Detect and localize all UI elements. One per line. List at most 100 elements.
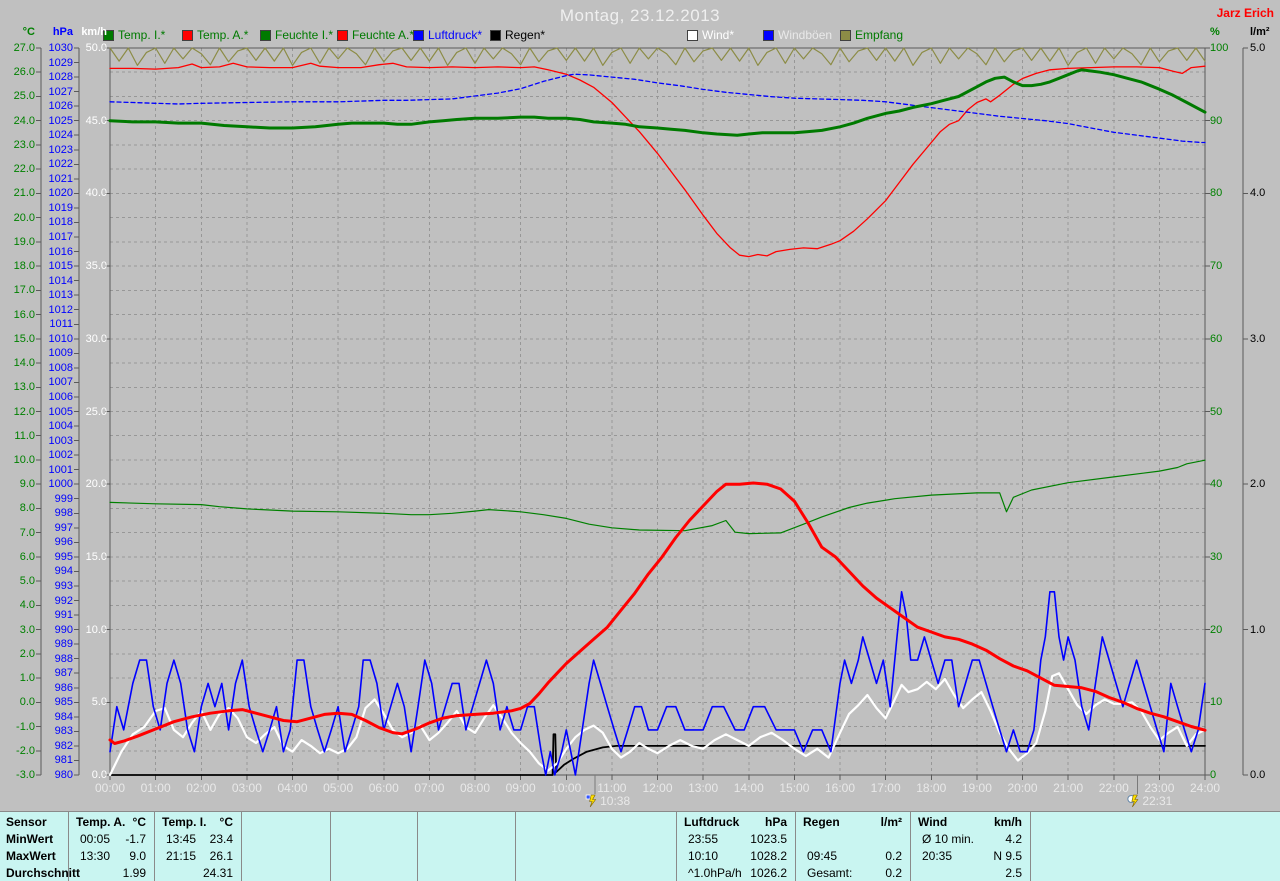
x-tick-label: 08:00: [459, 781, 491, 795]
col-header-unit: hPa: [764, 815, 787, 829]
legend-item-wind[interactable]: Wind*: [687, 28, 734, 42]
y-tick-kmh: 20.0: [85, 478, 107, 490]
luftdruck-swatch-icon: [413, 29, 424, 41]
table-value: 9.0: [129, 849, 146, 863]
y-tick-kmh: 40.0: [85, 187, 107, 199]
y-tick-hpa: 1005: [48, 406, 73, 418]
empfang-swatch-icon: [840, 29, 851, 41]
y-tick-c: 27.0: [13, 42, 35, 54]
y-tick-c: 0.0: [19, 696, 35, 708]
legend-label: Regen*: [505, 28, 546, 42]
y-tick-hpa: 1027: [48, 86, 73, 98]
x-tick-label: 01:00: [140, 781, 171, 795]
y-tick-c: 10.0: [13, 454, 35, 466]
y-tick-c: 9.0: [19, 478, 35, 490]
table-separator: [795, 812, 796, 881]
legend-item-empfang[interactable]: Empfang: [840, 28, 903, 42]
y-tick-kmh: 30.0: [85, 333, 107, 345]
table-separator: [1030, 812, 1031, 881]
y-tick-hpa: 1015: [48, 260, 73, 272]
y-tick-hpa: 1004: [48, 420, 73, 432]
windboeen-swatch-icon: [763, 29, 774, 41]
x-tick-label: 19:00: [961, 781, 992, 795]
y-tick-pct: 100: [1210, 42, 1229, 54]
table-separator: [676, 812, 677, 881]
table-value: 23.4: [209, 832, 233, 846]
axis-unit-kmh: km/h: [81, 26, 107, 38]
legend-item-windboeen[interactable]: Windböen: [763, 28, 832, 42]
y-tick-hpa: 982: [54, 740, 73, 752]
y-tick-c: 11.0: [14, 430, 35, 442]
table-value: -1.7: [125, 832, 146, 846]
lightning-icon: [589, 794, 597, 808]
table-value-time: 09:45: [807, 849, 838, 863]
y-tick-hpa: 994: [54, 565, 73, 577]
legend-label: Feuchte I.*: [275, 28, 334, 42]
y-tick-hpa: 1002: [48, 449, 73, 461]
table-value-time: 13:45: [166, 832, 197, 846]
table-separator: [910, 812, 911, 881]
y-tick-hpa: 1026: [48, 100, 73, 112]
y-tick-hpa: 1006: [48, 391, 73, 403]
temp-a-swatch-icon: [182, 29, 193, 41]
y-tick-hpa: 1008: [48, 362, 73, 374]
y-tick-hpa: 990: [54, 624, 73, 636]
series-wind: [108, 672, 1207, 777]
x-tick-label: 05:00: [323, 781, 354, 795]
y-tick-hpa: 1017: [48, 231, 73, 243]
y-tick-c: 6.0: [19, 551, 35, 563]
table-value: 1028.2: [750, 849, 787, 863]
y-tick-c: 18.0: [13, 260, 35, 272]
user-name-label: Jarz Erich: [1216, 6, 1274, 20]
y-tick-hpa: 1024: [48, 129, 73, 141]
y-tick-hpa: 996: [54, 536, 73, 548]
table-separator: [154, 812, 155, 881]
y-tick-c: 15.0: [13, 333, 35, 345]
legend-label: Wind*: [702, 28, 735, 42]
table-value: 26.1: [209, 849, 233, 863]
x-tick-label: 22:00: [1098, 781, 1129, 795]
y-tick-c: 21.0: [13, 187, 35, 199]
y-tick-hpa: 1030: [48, 42, 73, 54]
y-tick-hpa: 1025: [48, 115, 73, 127]
legend-item-temp-i[interactable]: Temp. I.*: [103, 28, 165, 42]
y-tick-hpa: 1012: [48, 304, 73, 316]
y-tick-c: 2.0: [19, 648, 35, 660]
col-header-unit: °C: [132, 815, 146, 829]
marker-time-label: 22:31: [1142, 794, 1173, 808]
y-tick-kmh: 15.0: [85, 551, 107, 563]
x-tick-label: 20:00: [1007, 781, 1038, 795]
series-feuchte-a-: [109, 62, 1206, 258]
y-tick-hpa: 992: [54, 595, 73, 607]
legend-item-luftdruck[interactable]: Luftdruck*: [413, 28, 482, 42]
table-value-time: 23:55: [688, 832, 719, 846]
table-value: 0.2: [885, 866, 902, 880]
legend-item-regen[interactable]: Regen*: [490, 28, 545, 42]
series-temp-i-: [108, 68, 1207, 137]
x-tick-label: 02:00: [186, 781, 217, 795]
y-tick-kmh: 0.0: [91, 769, 107, 781]
x-tick-label: 13:00: [688, 781, 719, 795]
cloud-icon: [585, 794, 591, 800]
y-tick-hpa: 1013: [48, 289, 73, 301]
legend-item-feuchte-a[interactable]: Feuchte A.*: [337, 28, 414, 42]
y-tick-hpa: 1020: [48, 187, 73, 199]
y-tick-hpa: 1019: [48, 202, 73, 214]
y-tick-lm2: 3.0: [1250, 333, 1266, 345]
page-title: Montag, 23.12.2013: [559, 6, 721, 25]
y-tick-hpa: 1028: [48, 71, 73, 83]
col-header: Regen: [803, 815, 840, 829]
x-tick-label: 04:00: [277, 781, 308, 795]
y-tick-pct: 40: [1210, 478, 1223, 490]
legend-item-temp-a[interactable]: Temp. A.*: [182, 28, 248, 42]
series-regen: [109, 733, 1206, 776]
legend-item-feuchte-i[interactable]: Feuchte I.*: [260, 28, 333, 42]
y-tick-pct: 10: [1210, 696, 1223, 708]
axis-unit-hpa: hPa: [52, 26, 73, 38]
table-value-time: 21:15: [166, 849, 197, 863]
y-tick-hpa: 1014: [48, 275, 73, 287]
table-value: 1.99: [122, 866, 146, 880]
axis-unit-c: °C: [22, 26, 35, 38]
y-tick-hpa: 987: [54, 667, 73, 679]
marker-time-label: 10:38: [600, 794, 631, 808]
